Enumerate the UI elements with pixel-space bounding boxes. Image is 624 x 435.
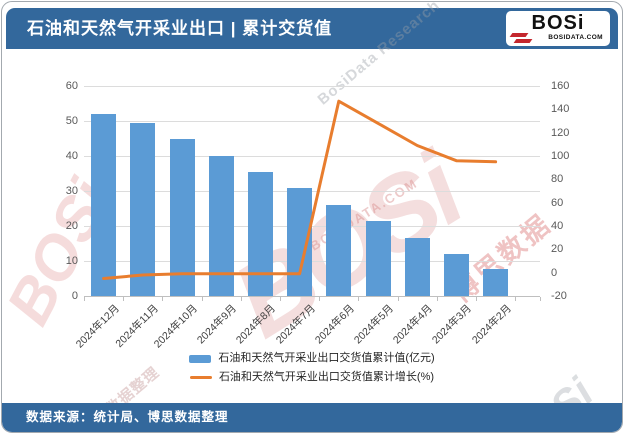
data-source-note: 数据来源：统计局、博思数据整理	[26, 410, 229, 424]
right-axis-tick-label: 0	[551, 266, 558, 279]
x-tick	[436, 297, 438, 301]
line-swatch-icon	[189, 376, 212, 379]
bar	[169, 138, 195, 296]
x-tick	[162, 297, 164, 301]
bar	[404, 238, 430, 296]
right-axis-tick-label: 160	[551, 80, 570, 92]
x-axis-line	[84, 296, 540, 297]
x-tick	[280, 297, 281, 301]
right-axis-tick-label: 40	[551, 220, 564, 232]
header-bar: 石油和天然气开采业出口 | 累计交货值 BOSi BOSIDATA.COM	[6, 8, 618, 49]
left-axis-tick-label: 40	[65, 150, 78, 162]
bar	[287, 187, 313, 296]
x-tick	[397, 297, 399, 301]
x-tick	[240, 297, 242, 301]
bar	[247, 171, 273, 296]
x-tick	[358, 297, 360, 301]
bar	[208, 156, 234, 296]
x-tick	[319, 297, 321, 301]
right-axis-tick-label: 140	[551, 103, 570, 116]
x-tick	[476, 297, 477, 301]
legend-item-line: 石油和天然气开采业出口交货值累计增长(%)	[189, 370, 435, 385]
right-axis-tick-label: 100	[551, 150, 570, 162]
x-tick	[201, 297, 203, 301]
x-tick	[540, 297, 541, 301]
brand-logo: BOSi BOSIDATA.COM	[506, 11, 610, 46]
right-axis-tick-label: -20	[551, 290, 567, 302]
bar	[443, 254, 469, 296]
gridline	[84, 86, 540, 87]
bar	[326, 205, 352, 296]
right-axis-tick-label: 60	[551, 196, 564, 209]
legend-label: 石油和天然气开采业出口交货值累计增长(%)	[218, 371, 435, 383]
bar-swatch-icon	[189, 354, 212, 363]
left-axis-tick-label: 60	[65, 80, 78, 92]
brand-logo-text: BOSi	[531, 12, 585, 34]
bar	[130, 122, 156, 296]
right-axis-tick-label: 20	[551, 243, 564, 256]
bar	[91, 114, 117, 296]
right-axis-tick-label: 120	[551, 126, 570, 139]
x-tick	[84, 297, 85, 301]
left-axis-tick-label: 50	[65, 115, 78, 127]
left-axis-tick-label: 20	[65, 220, 78, 232]
x-tick	[515, 297, 517, 301]
legend-label: 石油和天然气开采业出口交货值累计值(亿元)	[218, 352, 435, 364]
footer-bar: 数据来源：统计局、博思数据整理	[2, 403, 622, 432]
bar	[365, 221, 391, 296]
chart-legend: 石油和天然气开采业出口交货值累计值(亿元) 石油和天然气开采业出口交货值累计增长…	[2, 351, 622, 385]
left-axis-tick-label: 10	[65, 255, 78, 267]
left-axis-tick-label: 30	[65, 185, 78, 197]
bar	[483, 268, 509, 296]
brand-logo-domain: BOSIDATA.COM	[548, 34, 603, 41]
left-axis-tick-label: 0	[71, 290, 78, 302]
page-title: 石油和天然气开采业出口 | 累计交货值	[27, 19, 333, 38]
x-tick	[123, 297, 125, 301]
legend-item-bar: 石油和天然气开采业出口交货值累计值(亿元)	[189, 351, 435, 366]
right-axis-tick-label: 80	[551, 173, 564, 186]
